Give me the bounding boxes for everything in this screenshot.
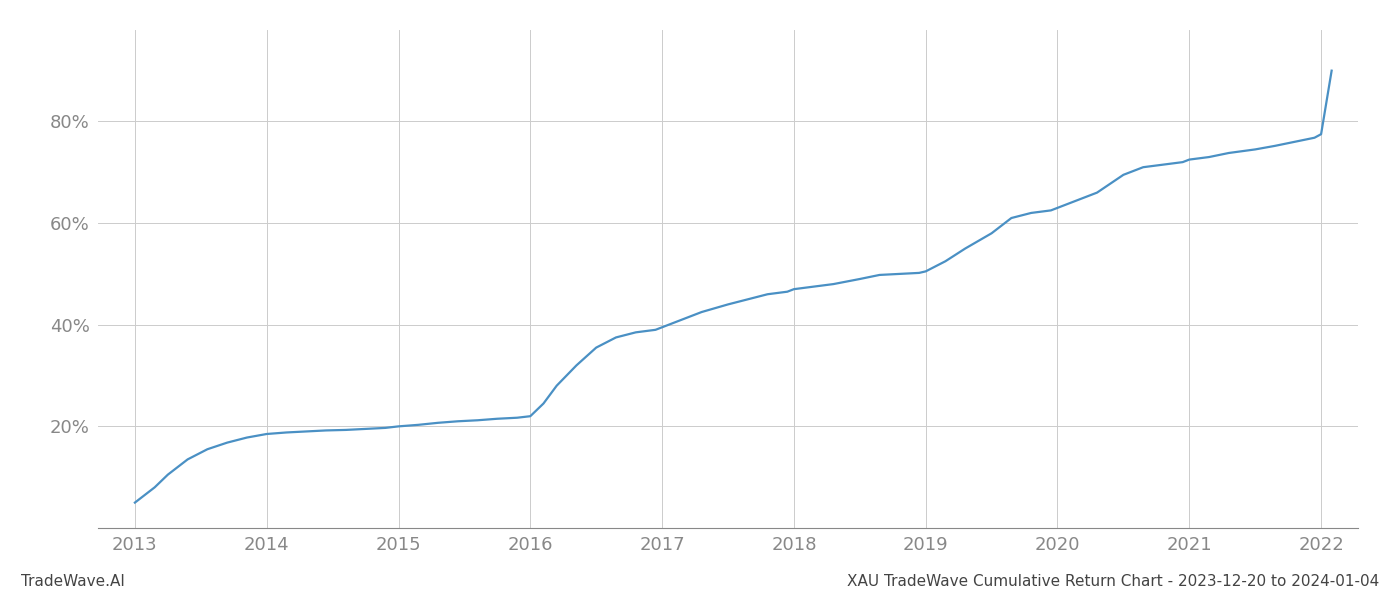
Text: XAU TradeWave Cumulative Return Chart - 2023-12-20 to 2024-01-04: XAU TradeWave Cumulative Return Chart - … xyxy=(847,574,1379,589)
Text: TradeWave.AI: TradeWave.AI xyxy=(21,574,125,589)
